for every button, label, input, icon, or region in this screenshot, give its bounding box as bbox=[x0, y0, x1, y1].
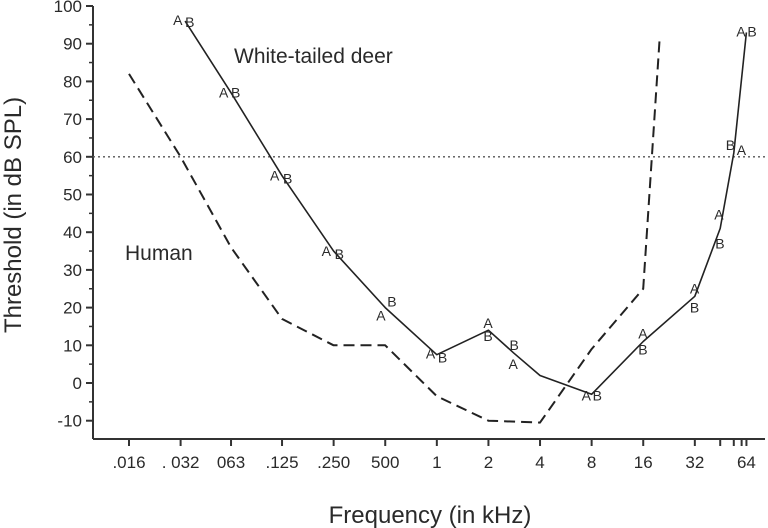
point-label-b: B bbox=[185, 14, 194, 30]
point-label-a: A bbox=[690, 280, 700, 296]
x-tick-label: 8 bbox=[587, 453, 596, 472]
point-label-b: B bbox=[231, 85, 240, 101]
point-label-b: B bbox=[726, 137, 735, 153]
point-label-b: B bbox=[747, 23, 756, 39]
point-label-b: B bbox=[483, 328, 492, 344]
point-label-a: A bbox=[638, 326, 648, 342]
y-tick-label: 100 bbox=[54, 0, 82, 16]
point-label-b: B bbox=[283, 171, 292, 187]
point-label-a: A bbox=[322, 243, 332, 259]
point-label-b: B bbox=[387, 294, 396, 310]
point-label-a: A bbox=[173, 12, 183, 28]
x-tick-label: 500 bbox=[371, 453, 399, 472]
x-tick-label: 16 bbox=[634, 453, 653, 472]
x-tick-label: 1 bbox=[432, 453, 441, 472]
point-label-a: A bbox=[736, 23, 746, 39]
x-tick-label: 32 bbox=[685, 453, 704, 472]
y-tick-label: -10 bbox=[57, 412, 82, 431]
x-tick-label: 063 bbox=[217, 453, 245, 472]
point-label-b: B bbox=[690, 299, 699, 315]
point-label-a: A bbox=[219, 85, 229, 101]
y-tick-label: 40 bbox=[63, 223, 82, 242]
y-tick-label: 60 bbox=[63, 148, 82, 167]
y-tick-label: 90 bbox=[63, 35, 82, 54]
annotation-deer: White-tailed deer bbox=[234, 45, 393, 68]
point-label-b: B bbox=[438, 350, 447, 366]
human-curve bbox=[128, 36, 661, 424]
y-tick-label: 20 bbox=[63, 299, 82, 318]
y-tick-label: 30 bbox=[63, 261, 82, 280]
point-label-b: B bbox=[593, 387, 602, 403]
y-tick-label: 70 bbox=[63, 110, 82, 129]
y-tick-label: 10 bbox=[63, 336, 82, 355]
x-tick-label: 64 bbox=[737, 453, 756, 472]
point-label-a: A bbox=[508, 356, 518, 372]
point-label-b: B bbox=[638, 342, 647, 358]
point-label-b: B bbox=[715, 235, 724, 251]
x-tick-label: 2 bbox=[484, 453, 493, 472]
axes: -10 0 10 20 30 40 50 60 70 80 90 100 .016 . 032 063 .12… bbox=[54, 0, 765, 472]
point-label-a: A bbox=[426, 346, 436, 362]
point-label-a: A bbox=[582, 387, 592, 403]
deer-curve bbox=[184, 20, 748, 396]
annotation-human: Human bbox=[125, 242, 193, 265]
x-tick-label: 4 bbox=[535, 453, 544, 472]
y-tick-label: 0 bbox=[73, 374, 82, 393]
point-label-a: A bbox=[737, 142, 747, 158]
y-tick-label: 50 bbox=[63, 186, 82, 205]
x-tick-label: .250 bbox=[317, 453, 350, 472]
x-tick-label: .016 bbox=[112, 453, 145, 472]
point-label-b: B bbox=[335, 246, 344, 262]
x-tick-label: . 032 bbox=[162, 453, 200, 472]
x-axis-title: Frequency (in kHz) bbox=[329, 502, 532, 528]
y-axis-title: Threshold (in dB SPL) bbox=[0, 97, 27, 333]
x-tick-label: .125 bbox=[265, 453, 298, 472]
point-label-b: B bbox=[509, 337, 518, 353]
point-label-a: A bbox=[270, 168, 280, 184]
point-label-a: A bbox=[714, 206, 724, 222]
point-label-a: A bbox=[376, 308, 386, 324]
point-label-a: A bbox=[483, 315, 493, 331]
y-tick-label: 80 bbox=[63, 72, 82, 91]
